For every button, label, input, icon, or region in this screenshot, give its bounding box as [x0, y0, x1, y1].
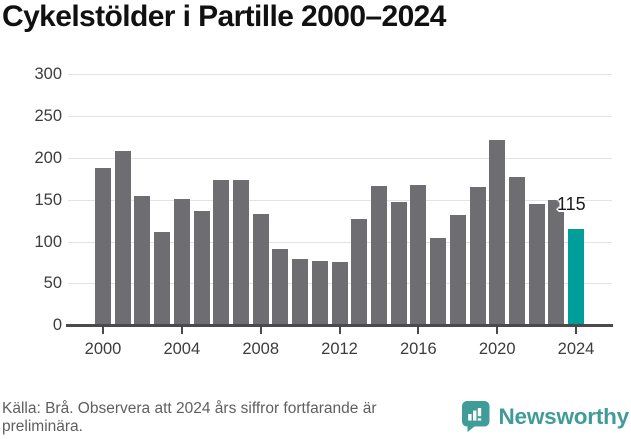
bar-2022 — [528, 203, 545, 325]
bar-2015 — [390, 202, 407, 325]
bar-2006 — [213, 179, 230, 325]
x-axis-label-2016: 2016 — [399, 340, 437, 358]
newsworthy-logo-icon — [462, 401, 490, 432]
gridline-150 — [68, 199, 612, 201]
bar-2018 — [449, 214, 466, 325]
bar-2011 — [311, 260, 328, 325]
x-axis-tick-2020 — [496, 326, 499, 334]
y-axis-label-0: 0 — [52, 316, 62, 334]
y-axis-label-150: 150 — [34, 190, 62, 209]
bar-2008 — [252, 213, 269, 325]
x-axis-tick-2008 — [259, 326, 262, 334]
bar-2002 — [134, 196, 151, 325]
gridline-250 — [68, 116, 612, 118]
y-axis-label-50: 50 — [43, 274, 62, 293]
y-axis-label-100: 100 — [34, 232, 62, 251]
value-label-2024: 115 — [557, 194, 586, 214]
bar-2019 — [469, 187, 486, 325]
bar-2024 — [568, 228, 584, 325]
chart-title: Cykelstölder i Partille 2000–2024 — [2, 0, 446, 33]
gridline-300 — [68, 74, 612, 76]
bar-2005 — [193, 210, 210, 325]
x-axis-tick-2000 — [102, 326, 104, 334]
newsworthy-wordmark: Newsworthy — [498, 403, 629, 429]
bar-2000 — [95, 168, 111, 325]
x-axis-label-2020: 2020 — [478, 340, 516, 358]
bar-2017 — [430, 238, 446, 325]
x-axis-tick-2016 — [417, 326, 420, 334]
newsworthy-brand-link[interactable]: Newsworthy — [462, 400, 629, 433]
bar-2009 — [272, 249, 289, 325]
bar-2014 — [370, 185, 387, 325]
y-axis-label-250: 250 — [34, 107, 62, 126]
y-axis-label-200: 200 — [34, 148, 62, 167]
x-axis-label-2004: 2004 — [163, 340, 201, 358]
bar-2013 — [351, 218, 368, 325]
x-axis-tick-2024 — [575, 326, 577, 334]
bar-2001 — [114, 151, 131, 325]
x-axis-tick-2012 — [338, 326, 341, 334]
source-note: Källa: Brå. Observera att 2024 års siffr… — [2, 400, 377, 435]
bar-2007 — [233, 179, 249, 325]
bar-2010 — [292, 259, 309, 325]
gridline-100 — [68, 241, 612, 243]
bar-2020 — [489, 139, 506, 325]
bar-2012 — [331, 261, 348, 325]
x-axis-label-2000: 2000 — [84, 340, 122, 358]
bar-2016 — [410, 184, 427, 325]
x-axis-label-2024: 2024 — [557, 340, 595, 358]
gridline-200 — [68, 157, 612, 159]
bar-2021 — [508, 177, 525, 325]
x-axis-line — [66, 324, 613, 327]
x-axis-label-2012: 2012 — [321, 340, 358, 358]
bar-2004 — [173, 198, 190, 325]
y-axis-label-300: 300 — [34, 65, 62, 84]
x-axis-tick-2004 — [180, 326, 183, 334]
bar-2003 — [154, 232, 171, 325]
x-axis-label-2008: 2008 — [242, 340, 280, 358]
bar-2023 — [548, 199, 565, 325]
